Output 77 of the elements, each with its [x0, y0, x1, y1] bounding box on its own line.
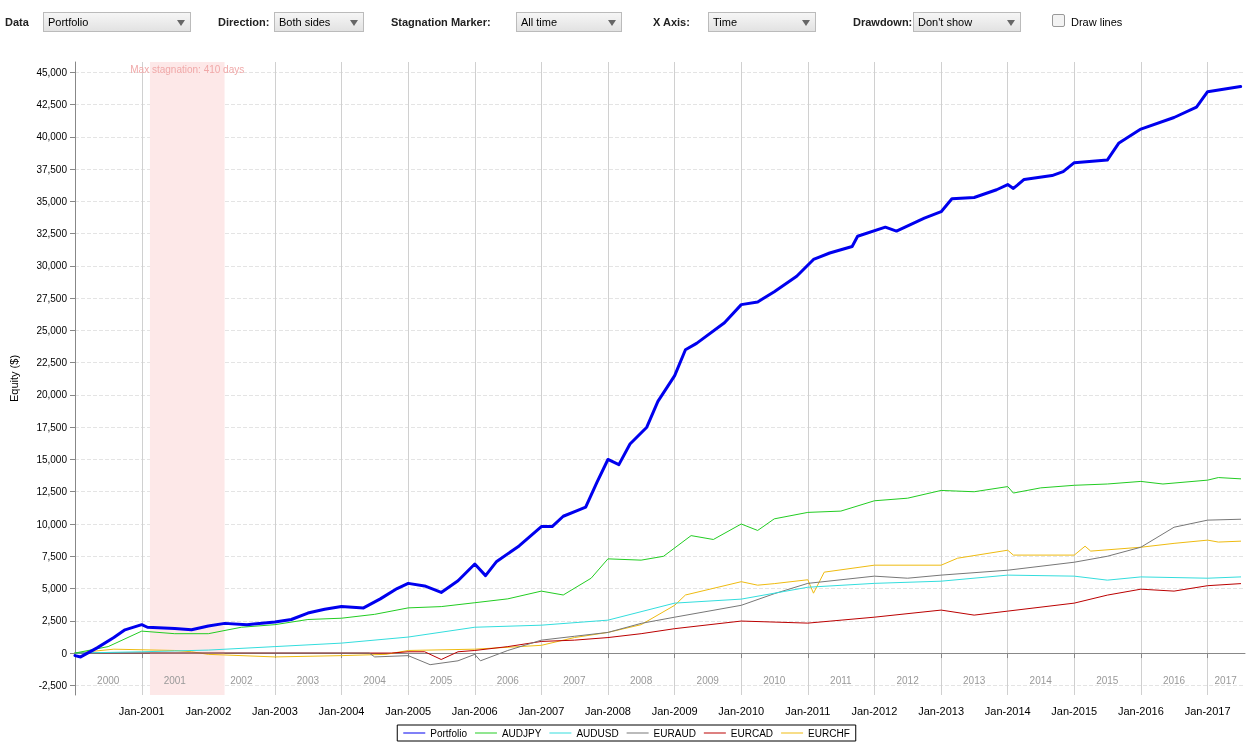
line-series [74, 574, 1242, 654]
y-tick-label: 17,500 [36, 421, 68, 433]
x2-tick-label: 2007 [563, 674, 586, 686]
dropdown-field: All time [516, 12, 622, 32]
x2-tick-label: 2014 [1029, 674, 1053, 686]
text: Stagnation Marker: [391, 16, 491, 28]
x-tick-label: Jan-2004 [318, 704, 365, 717]
y-tick-label: 22,500 [36, 357, 68, 369]
y-tick-label: 7,500 [41, 550, 68, 562]
x2-tick-label: 2003 [296, 674, 320, 686]
dropdown-field: Time [708, 12, 816, 32]
text: X Axis: [653, 16, 690, 28]
legend-label: AUDJPY [501, 727, 542, 739]
x-tick-label: Jan-2002 [185, 704, 232, 717]
x2-tick-label: 2004 [363, 674, 387, 686]
x2-tick-label: 2008 [630, 674, 653, 686]
y-tick-label: 30,000 [36, 260, 68, 272]
dropdown-field: Portfolio [43, 12, 191, 32]
x-tick-label: Jan-2015 [1051, 704, 1098, 717]
y-tick-label: 12,500 [36, 486, 68, 498]
x2-tick-label: 2016 [1162, 674, 1186, 686]
x-tick-label: Jan-2005 [385, 704, 432, 717]
x2-tick-label: 2015 [1096, 674, 1119, 686]
x-tick-label: Jan-2012 [851, 704, 898, 717]
text: Direction: [218, 16, 270, 28]
x2-tick-label: 2009 [696, 674, 720, 686]
legend-label: EURCAD [730, 727, 774, 739]
x-tick-label: Jan-2008 [584, 704, 631, 717]
y-axis-title: Equity ($) [7, 354, 20, 403]
x2-tick-label: 2002 [230, 674, 253, 686]
x2-tick-label: 2001 [163, 674, 187, 686]
text: Draw lines [1071, 16, 1123, 28]
y-tick-label: 45,000 [36, 66, 68, 78]
y-tick-label: 37,500 [36, 163, 68, 175]
line-series [73, 85, 1243, 659]
legend-label: AUDUSD [576, 727, 619, 739]
y-tick-label: 0 [61, 647, 68, 659]
line-series [74, 477, 1242, 654]
y-tick-label: 15,000 [36, 453, 68, 465]
y-tick-label: 42,500 [36, 99, 68, 111]
x-tick-label: Jan-2016 [1117, 704, 1164, 717]
x2-tick-label: 2012 [896, 674, 920, 686]
x-tick-label: Jan-2013 [918, 704, 965, 717]
x2-tick-label: 2010 [763, 674, 786, 686]
x-tick-label: Jan-2001 [118, 704, 165, 717]
x2-tick-label: 2005 [430, 674, 453, 686]
y-tick-label: 40,000 [36, 131, 68, 143]
y-tick-label: 25,000 [36, 324, 68, 336]
x-tick-label: Jan-2006 [451, 704, 498, 717]
x2-tick-label: 2006 [496, 674, 520, 686]
y-tick-label: -2,500 [38, 679, 68, 691]
legend-label: Portfolio [430, 727, 468, 739]
y-tick-label: 5,000 [41, 583, 68, 595]
x2-tick-label: 2011 [830, 674, 853, 686]
text: Data [5, 16, 29, 28]
x-tick-label: Jan-2011 [785, 704, 831, 717]
x-tick-label: Jan-2007 [518, 704, 565, 717]
dropdown-field: Both sides [274, 12, 364, 32]
y-tick-label: 35,000 [36, 195, 68, 207]
x-tick-label: Jan-2010 [718, 704, 765, 717]
x2-tick-label: 2013 [963, 674, 986, 686]
x-tick-label: Jan-2017 [1184, 704, 1231, 717]
x-tick-label: Jan-2003 [251, 704, 298, 717]
band-label: Max stagnation: 410 days [130, 63, 245, 75]
x2-tick-label: 2017 [1214, 674, 1238, 686]
x-tick-label: Jan-2014 [984, 704, 1031, 717]
text: Drawdown: [853, 16, 913, 28]
y-tick-label: 2,500 [41, 615, 68, 627]
legend-label: EURCHF [808, 727, 850, 739]
dropdown-field: Don't show [913, 12, 1021, 32]
y-tick-label: 27,500 [36, 292, 68, 304]
x-tick-label: Jan-2009 [651, 704, 698, 717]
legend-label: EURAUD [653, 727, 696, 739]
x2-tick-label: 2000 [97, 674, 120, 686]
y-tick-label: 10,000 [36, 518, 68, 530]
y-tick-label: 32,500 [36, 228, 68, 240]
y-tick-label: 20,000 [36, 389, 68, 401]
